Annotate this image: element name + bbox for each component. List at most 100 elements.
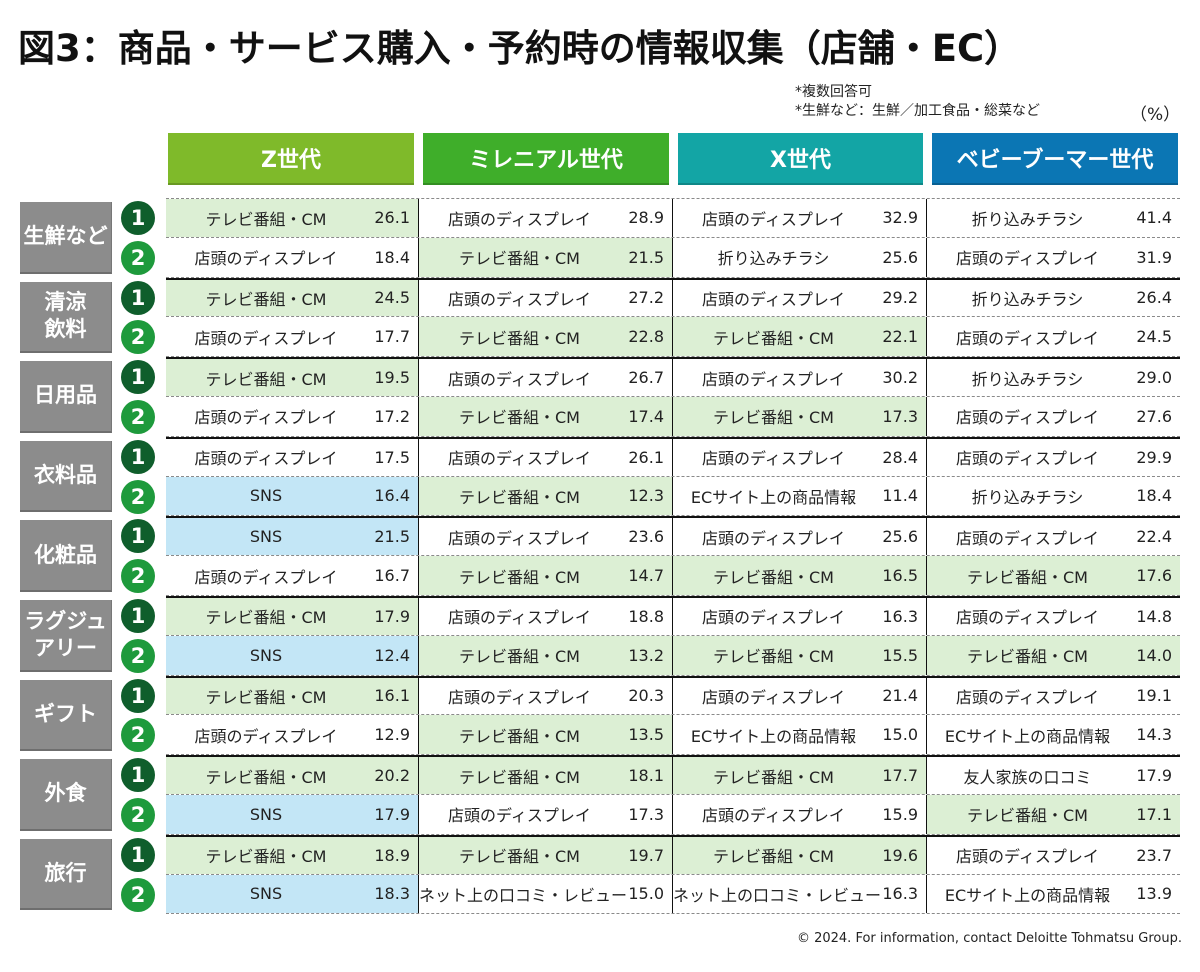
info-source: 店頭のディスプレイ (448, 687, 591, 707)
cell-millennial: 店頭のディスプレイ 17.3 (418, 794, 672, 834)
cell-gen-x: 折り込みチラシ 25.6 (672, 237, 926, 277)
cell-gen-x: ネット上の口コミ・レビュー 16.3 (672, 874, 926, 914)
info-source: 店頭のディスプレイ (448, 449, 591, 469)
info-source: テレビ番組・CM (459, 487, 580, 507)
table-row: SNS 21.5 店頭のディスプレイ 23.6 店頭のディスプレイ 25.6 店頭のディスプ… (166, 516, 1180, 557)
info-source: テレビ番組・CM (459, 726, 580, 746)
info-source: 店頭のディスプレイ (956, 449, 1099, 469)
cell-baby-boomer: テレビ番組・CM 14.0 (926, 635, 1180, 675)
percentage-value: 17.4 (628, 406, 664, 426)
percentage-value: 26.7 (628, 368, 664, 388)
percentage-value: 13.2 (628, 645, 664, 665)
percentage-value: 30.2 (882, 368, 918, 388)
cell-millennial: 店頭のディスプレイ 20.3 (418, 677, 672, 715)
category-label: ラグジュ アリー (20, 600, 112, 672)
table-row: 店頭のディスプレイ 17.7 テレビ番組・CM 22.8 テレビ番組・CM 22.1 店頭の… (166, 317, 1180, 358)
percentage-value: 18.3 (374, 884, 410, 904)
category-label: 清涼 飲料 (20, 281, 112, 354)
cell-baby-boomer: ECサイト上の商品情報 14.3 (926, 715, 1180, 755)
rank-badge-1: 1 (121, 678, 155, 713)
info-source: 店頭のディスプレイ (702, 369, 845, 389)
cell-millennial: 店頭のディスプレイ 23.6 (418, 518, 672, 556)
cell-gen-z: 店頭のディスプレイ 18.4 (166, 238, 418, 277)
percentage-value: 15.0 (882, 725, 918, 745)
percentage-value: 16.5 (882, 566, 918, 586)
info-source: テレビ番組・CM (459, 647, 580, 667)
info-source: テレビ番組・CM (205, 687, 327, 707)
percentage-value: 16.1 (374, 686, 410, 706)
cell-gen-x: 店頭のディスプレイ 32.9 (672, 199, 926, 237)
percentage-value: 17.2 (374, 406, 410, 426)
cell-gen-z: テレビ番組・CM 18.9 (166, 836, 418, 874)
percentage-value: 21.5 (374, 527, 410, 547)
info-source: テレビ番組・CM (459, 847, 580, 867)
percentage-value: 19.7 (628, 845, 664, 865)
percentage-value: 41.4 (1136, 208, 1172, 228)
table-row: SNS 16.4 テレビ番組・CM 12.3 ECサイト上の商品情報 11.4 折り込みチラ… (166, 476, 1180, 517)
percentage-value: 12.4 (374, 645, 410, 665)
cell-millennial: テレビ番組・CM 22.8 (418, 317, 672, 357)
info-source: 店頭のディスプレイ (448, 806, 591, 826)
percentage-value: 17.7 (882, 766, 918, 786)
table-row: 店頭のディスプレイ 16.7 テレビ番組・CM 14.7 テレビ番組・CM 16.5 テレビ… (166, 556, 1180, 596)
percentage-value: 18.1 (628, 766, 664, 786)
percentage-value: 22.1 (882, 327, 918, 347)
cell-baby-boomer: 店頭のディスプレイ 31.9 (926, 237, 1180, 277)
info-source: ネット上の口コミ・レビュー (419, 885, 628, 905)
info-source: 店頭のディスプレイ (956, 847, 1099, 867)
category-label: 外食 (20, 759, 112, 831)
percentage-value: 23.6 (628, 527, 664, 547)
percentage-value: 17.9 (1136, 766, 1172, 786)
rank-badge-1: 1 (121, 599, 155, 633)
rank-badge-2: 2 (121, 400, 155, 434)
table-row: テレビ番組・CM 17.9 店頭のディスプレイ 18.8 店頭のディスプレイ 16.3 店頭… (166, 595, 1180, 636)
table-row: テレビ番組・CM 19.5 店頭のディスプレイ 26.7 店頭のディスプレイ 30.2 折り… (166, 357, 1180, 397)
cell-millennial: テレビ番組・CM 17.4 (418, 396, 672, 436)
cell-gen-x: 店頭のディスプレイ 21.4 (672, 677, 926, 715)
info-source: SNS (249, 527, 283, 547)
cell-gen-z: テレビ番組・CM 16.1 (166, 677, 418, 715)
info-source: ECサイト上の商品情報 (944, 885, 1111, 905)
percentage-value: 17.3 (882, 406, 918, 426)
percentage-value: 18.8 (628, 606, 664, 626)
cell-gen-x: 店頭のディスプレイ 16.3 (672, 597, 926, 635)
cell-baby-boomer: 店頭のディスプレイ 29.9 (926, 438, 1180, 476)
cell-millennial: 店頭のディスプレイ 27.2 (418, 279, 672, 317)
percentage-value: 21.5 (628, 247, 664, 267)
info-source: 折り込みチラシ (717, 249, 830, 269)
table-row: 店頭のディスプレイ 12.9 テレビ番組・CM 13.5 ECサイト上の商品情報 15.0… (166, 715, 1180, 756)
category-label: 日用品 (20, 361, 112, 433)
percentage-value: 21.4 (882, 686, 918, 706)
cell-millennial: テレビ番組・CM 14.7 (418, 556, 672, 595)
info-source: ECサイト上の商品情報 (690, 487, 857, 507)
info-source: ネット上の口コミ・レビュー (673, 885, 882, 905)
table-row: SNS 18.3 ネット上の口コミ・レビュー 15.0 ネット上の口コミ・レビュー 16.… (166, 874, 1180, 915)
info-source: 店頭のディスプレイ (194, 449, 338, 469)
percentage-value: 23.7 (1136, 845, 1172, 865)
info-source: SNS (249, 804, 283, 824)
percentage-value: 29.2 (882, 288, 918, 308)
note-fresh-food-definition: *生鮮など：生鮮／加工食品・総菜など (795, 103, 1040, 119)
percentage-value: 15.5 (882, 645, 918, 665)
percentage-value: 18.4 (1136, 486, 1172, 506)
percentage-value: 24.5 (1136, 327, 1172, 347)
percentage-value: 16.4 (374, 486, 410, 506)
percentage-value: 31.9 (1136, 247, 1172, 267)
cell-baby-boomer: 折り込みチラシ 18.4 (926, 476, 1180, 516)
info-source: 店頭のディスプレイ (702, 449, 845, 469)
info-source: テレビ番組・CM (205, 608, 327, 628)
cell-gen-z: SNS 16.4 (166, 476, 418, 516)
info-source: 店頭のディスプレイ (956, 687, 1099, 707)
cell-gen-x: テレビ番組・CM 19.6 (672, 836, 926, 874)
percentage-value: 11.4 (882, 486, 918, 506)
percentage-value: 17.7 (374, 327, 410, 347)
category-label: 生鮮など (20, 202, 112, 274)
info-source: 店頭のディスプレイ (702, 289, 845, 309)
info-source: 店頭のディスプレイ (194, 567, 338, 587)
cell-gen-x: ECサイト上の商品情報 15.0 (672, 715, 926, 755)
info-source: テレビ番組・CM (967, 647, 1088, 667)
percentage-value: 17.9 (374, 804, 410, 824)
cell-gen-z: 店頭のディスプレイ 17.5 (166, 439, 418, 476)
info-source: テレビ番組・CM (713, 567, 834, 587)
cell-gen-x: 店頭のディスプレイ 15.9 (672, 794, 926, 834)
